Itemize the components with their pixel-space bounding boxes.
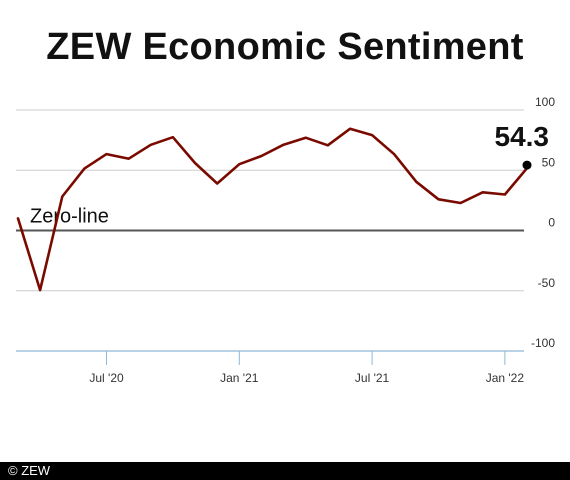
last-value-label: 54.3 (495, 121, 550, 152)
x-tick-label: Jul '21 (355, 371, 390, 385)
y-tick-label: 100 (535, 95, 555, 109)
line-chart: 100 50 0 -50 -100 Jul '20 Jan '21 Jul '21 Jan '2… (16, 95, 556, 385)
series-line (16, 127, 529, 292)
y-tick-label: -50 (538, 276, 556, 290)
chart-title: ZEW Economic Sentiment (46, 26, 524, 68)
x-tick-label: Jul '20 (89, 371, 124, 385)
copyright-footer: © ZEW (0, 462, 570, 480)
y-tick-label: 50 (542, 155, 556, 169)
x-tick-label: Jan '22 (486, 371, 525, 385)
y-tick-label: 0 (548, 216, 555, 230)
zero-line-label: Zero-line (30, 206, 109, 228)
last-point-marker (522, 160, 532, 170)
y-tick-label: -100 (531, 336, 555, 350)
x-tick-label: Jan '21 (220, 371, 259, 385)
